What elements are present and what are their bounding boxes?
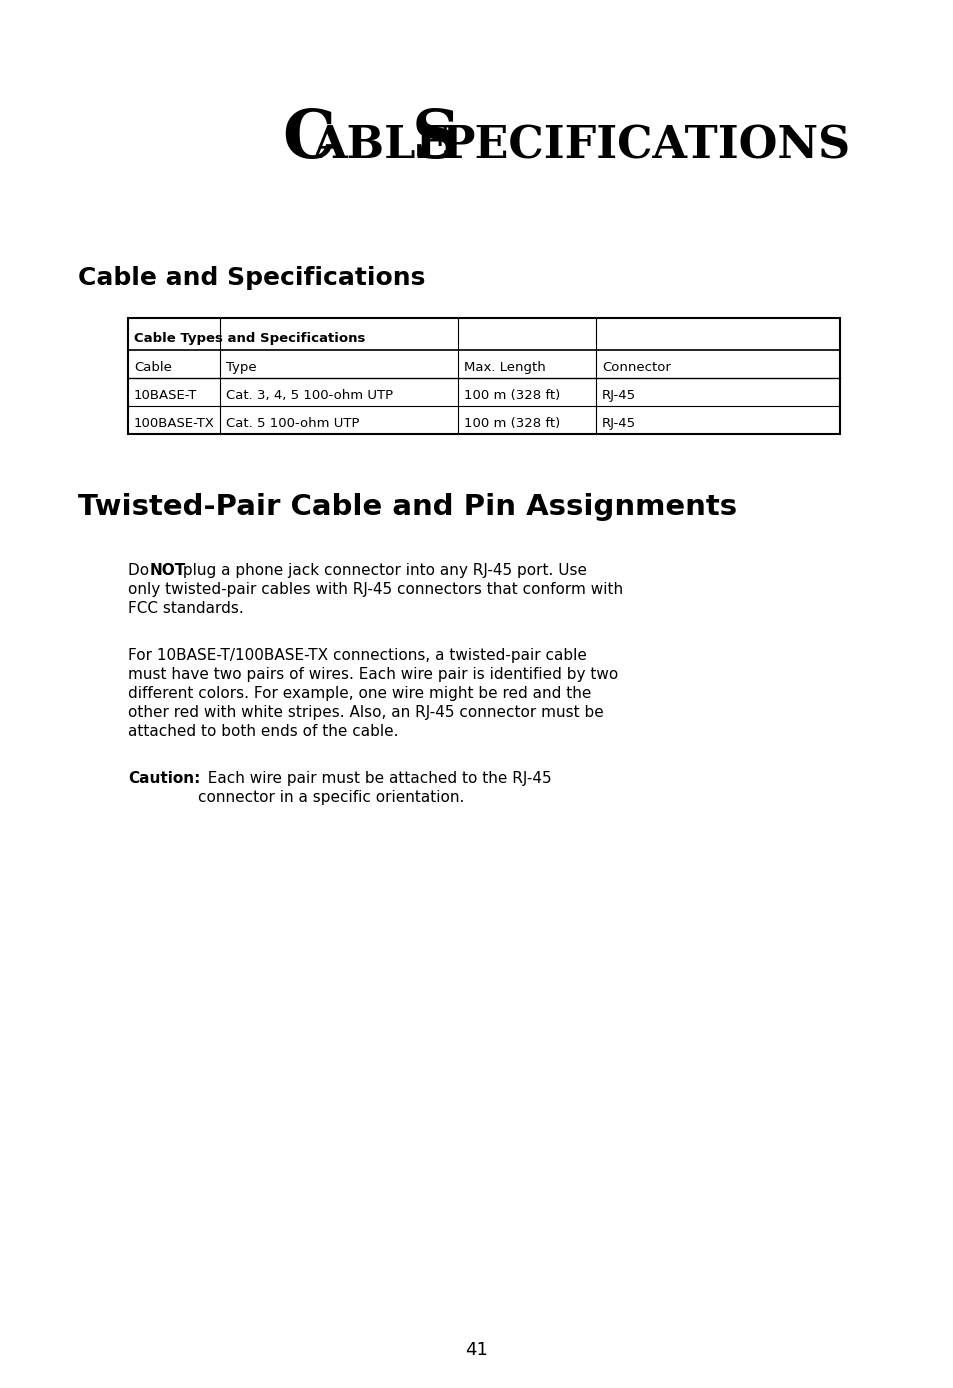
Bar xyxy=(128,318,840,434)
Text: Cat. 3, 4, 5 100-ohm UTP: Cat. 3, 4, 5 100-ohm UTP xyxy=(226,389,393,401)
Text: connector in a specific orientation.: connector in a specific orientation. xyxy=(198,790,464,805)
Text: RJ-45: RJ-45 xyxy=(601,416,636,429)
Text: Cable and Specifications: Cable and Specifications xyxy=(78,266,425,290)
Text: 41: 41 xyxy=(465,1341,488,1359)
Text: other red with white stripes. Also, an RJ-45 connector must be: other red with white stripes. Also, an R… xyxy=(128,705,603,720)
Text: only twisted-pair cables with RJ-45 connectors that conform with: only twisted-pair cables with RJ-45 conn… xyxy=(128,582,622,597)
Text: 100 m (328 ft): 100 m (328 ft) xyxy=(463,416,559,429)
Text: Do: Do xyxy=(128,564,153,577)
Text: plug a phone jack connector into any RJ-45 port. Use: plug a phone jack connector into any RJ-… xyxy=(178,564,586,577)
Text: C: C xyxy=(282,107,335,172)
Text: 10BASE-T: 10BASE-T xyxy=(133,389,197,401)
Text: Type: Type xyxy=(226,361,256,373)
Text: For 10BASE-T/100BASE-TX connections, a twisted-pair cable: For 10BASE-T/100BASE-TX connections, a t… xyxy=(128,648,586,663)
Text: Caution:: Caution: xyxy=(128,770,200,786)
Text: FCC standards.: FCC standards. xyxy=(128,601,244,616)
Text: Max. Length: Max. Length xyxy=(463,361,545,373)
Text: Cat. 5 100-ohm UTP: Cat. 5 100-ohm UTP xyxy=(226,416,359,429)
Text: Each wire pair must be attached to the RJ-45: Each wire pair must be attached to the R… xyxy=(198,770,551,786)
Text: must have two pairs of wires. Each wire pair is identified by two: must have two pairs of wires. Each wire … xyxy=(128,668,618,682)
Text: 100 m (328 ft): 100 m (328 ft) xyxy=(463,389,559,401)
Text: 100BASE-TX: 100BASE-TX xyxy=(133,416,214,429)
Text: Twisted-Pair Cable and Pin Assignments: Twisted-Pair Cable and Pin Assignments xyxy=(78,493,737,520)
Text: PECIFICATIONS: PECIFICATIONS xyxy=(441,124,850,167)
Text: ABLE: ABLE xyxy=(312,124,464,167)
Text: different colors. For example, one wire might be red and the: different colors. For example, one wire … xyxy=(128,686,591,701)
Text: Cable Types and Specifications: Cable Types and Specifications xyxy=(133,332,365,344)
Text: Connector: Connector xyxy=(601,361,670,373)
Text: NOT: NOT xyxy=(150,564,186,577)
Text: Cable: Cable xyxy=(133,361,172,373)
Text: attached to both ends of the cable.: attached to both ends of the cable. xyxy=(128,725,398,738)
Text: RJ-45: RJ-45 xyxy=(601,389,636,401)
Text: S: S xyxy=(412,107,459,172)
